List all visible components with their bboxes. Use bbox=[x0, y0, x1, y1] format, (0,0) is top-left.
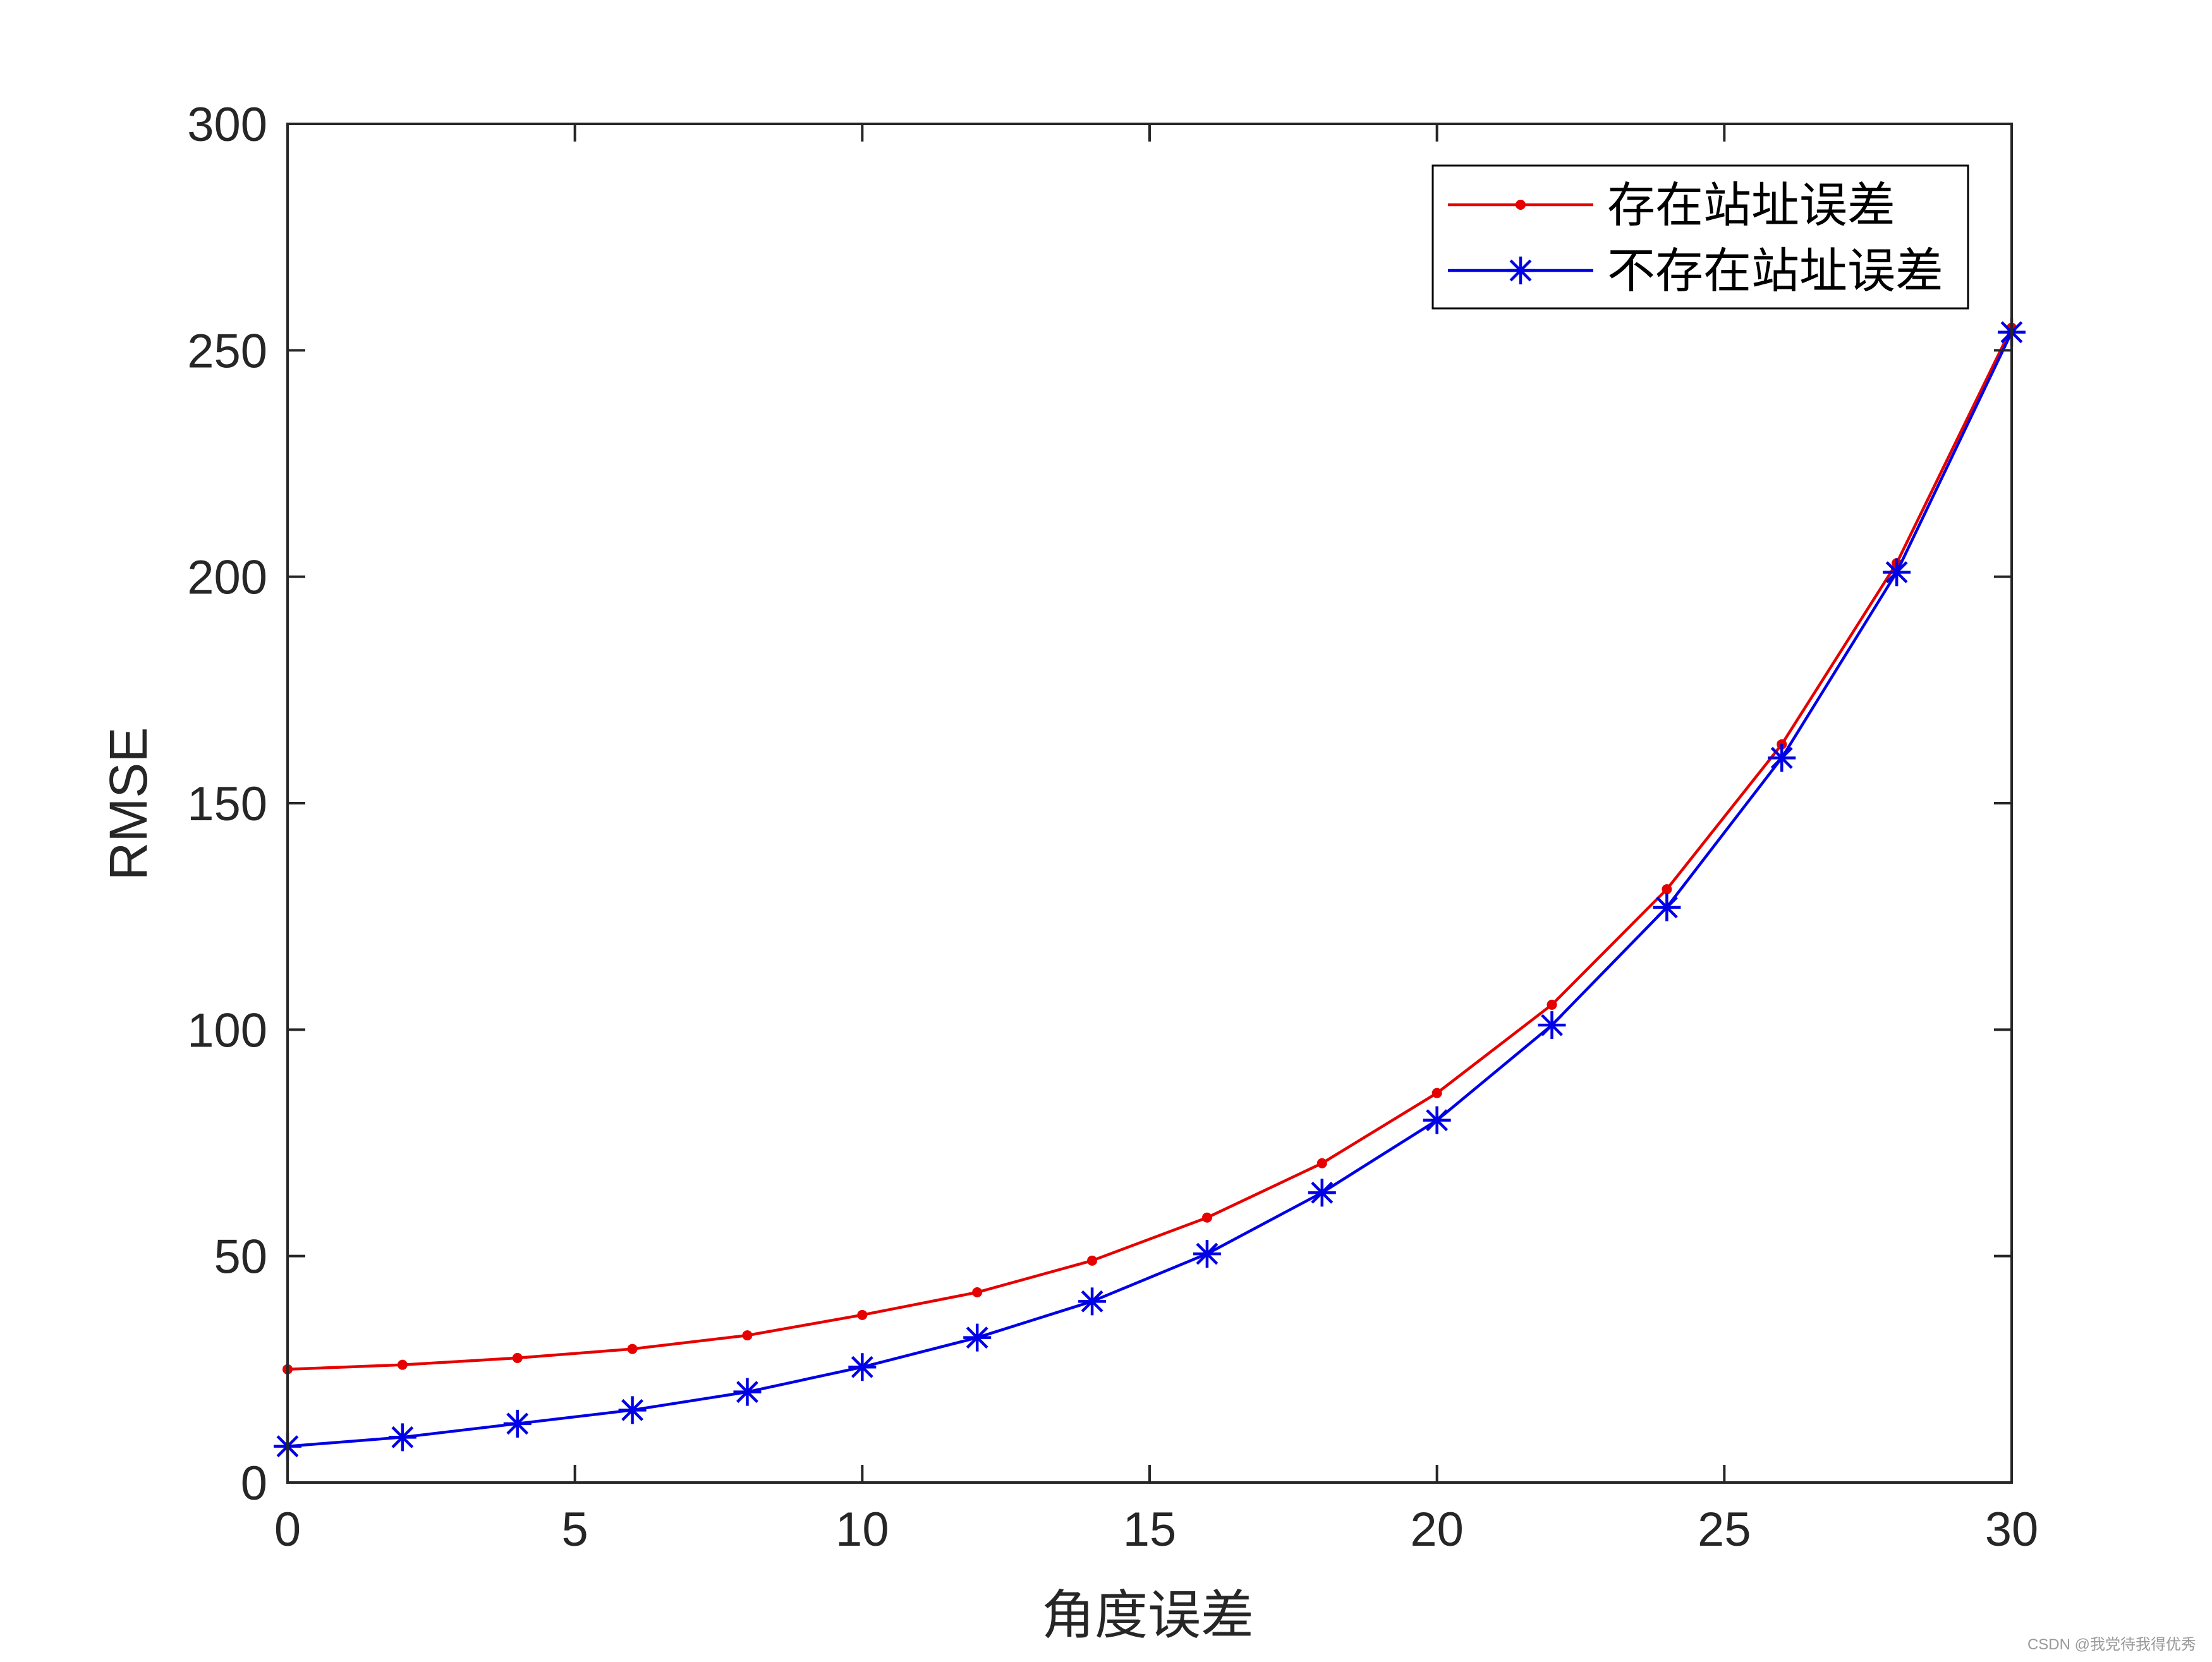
y-tick-label: 50 bbox=[214, 1230, 267, 1284]
series-line-2 bbox=[287, 331, 2014, 1448]
legend-marker-1 bbox=[1516, 200, 1526, 210]
y-tick-label: 250 bbox=[187, 324, 267, 378]
data-point bbox=[733, 1378, 762, 1406]
data-point bbox=[1768, 744, 1796, 772]
data-point bbox=[627, 1344, 638, 1354]
plot-area bbox=[274, 318, 2026, 1460]
data-point bbox=[1087, 1255, 1098, 1266]
legend-label-1: 存在站址误差 bbox=[1607, 179, 1895, 233]
x-tick-label: 0 bbox=[274, 1503, 301, 1556]
data-point bbox=[388, 1423, 416, 1452]
data-point bbox=[1662, 884, 1672, 895]
data-point bbox=[1883, 558, 1911, 586]
data-point bbox=[742, 1330, 753, 1341]
y-tick-label: 100 bbox=[187, 1004, 267, 1057]
data-point bbox=[972, 1287, 983, 1297]
series-line-1 bbox=[287, 327, 2014, 1371]
x-tick-label: 15 bbox=[1123, 1503, 1177, 1556]
data-point bbox=[1431, 1088, 1442, 1098]
legend-label-2: 不存在站址误差 bbox=[1607, 245, 1943, 298]
y-tick-label: 200 bbox=[187, 551, 267, 605]
data-point bbox=[512, 1352, 523, 1363]
data-point bbox=[1538, 1011, 1566, 1040]
legend-box bbox=[1431, 164, 1969, 310]
data-point bbox=[1653, 893, 1681, 921]
data-point bbox=[1423, 1106, 1451, 1134]
x-tick-label: 25 bbox=[1698, 1503, 1751, 1556]
data-point bbox=[397, 1359, 408, 1370]
data-point bbox=[1078, 1287, 1107, 1316]
y-tick-label: 150 bbox=[187, 777, 267, 831]
y-tick-label: 0 bbox=[241, 1457, 267, 1510]
watermark-text: CSDN @我党待我得优秀 bbox=[2027, 1636, 2196, 1653]
data-point bbox=[503, 1409, 532, 1438]
data-point bbox=[848, 1353, 877, 1381]
legend-marker-2 bbox=[1507, 257, 1534, 284]
data-point bbox=[1547, 999, 1557, 1010]
data-point bbox=[963, 1323, 992, 1352]
y-axis-title: RMSE bbox=[99, 727, 158, 881]
data-point bbox=[1316, 1158, 1327, 1168]
x-axis-title: 角度误差 bbox=[1042, 1586, 1254, 1645]
x-tick-label: 5 bbox=[562, 1503, 588, 1556]
y-tick-label: 300 bbox=[187, 98, 267, 152]
x-tick-label: 20 bbox=[1410, 1503, 1464, 1556]
data-point bbox=[857, 1309, 868, 1320]
data-point bbox=[1193, 1240, 1221, 1268]
data-point bbox=[1308, 1179, 1336, 1207]
x-tick-label: 10 bbox=[836, 1503, 889, 1556]
data-point bbox=[1201, 1212, 1212, 1223]
data-point bbox=[618, 1396, 647, 1424]
x-tick-label: 30 bbox=[1985, 1503, 2039, 1556]
